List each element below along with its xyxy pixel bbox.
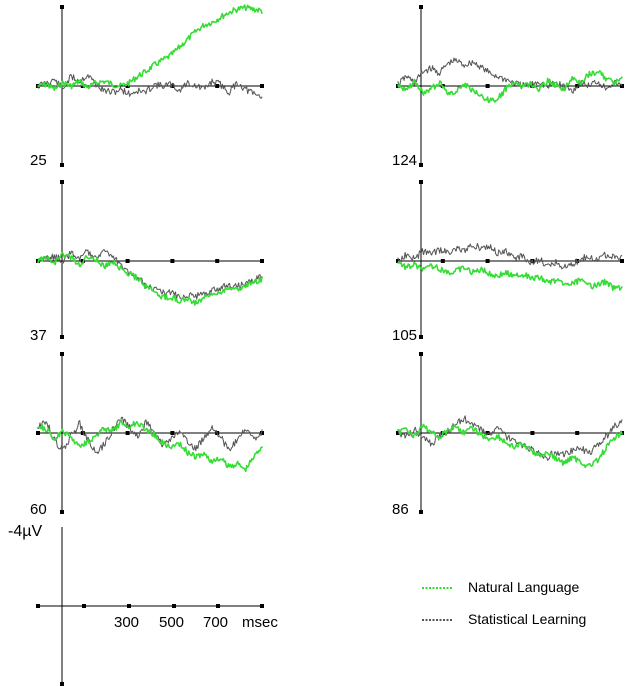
time-tick <box>260 84 264 88</box>
trace-statistical-learning <box>397 242 623 270</box>
time-tick <box>215 84 220 88</box>
time-tick <box>396 431 400 435</box>
time-tick <box>125 259 130 263</box>
time-tick <box>170 431 175 435</box>
axis-end-tick <box>419 163 423 167</box>
electrode-label: 105 <box>392 327 417 344</box>
trace-natural-language <box>37 251 263 306</box>
electrode-label: 37 <box>30 327 47 344</box>
trace-natural-language <box>37 420 263 473</box>
voltage-scale-label: -4µV <box>8 523 42 540</box>
time-tick <box>575 431 580 435</box>
time-tick <box>440 259 445 263</box>
time-tick <box>485 259 490 263</box>
time-tick <box>125 84 130 88</box>
scale-bar-tick <box>60 682 64 686</box>
trace-statistical-learning <box>397 415 623 461</box>
axis-end-tick <box>60 510 64 514</box>
electrode-label: 86 <box>392 501 409 518</box>
erp-panel: 25 <box>30 4 264 169</box>
legend: Natural Language Statistical Learning <box>422 579 586 627</box>
legend-label-natural-language: Natural Language <box>468 579 580 595</box>
time-tick <box>170 259 175 263</box>
scale-bar-tick <box>127 604 131 608</box>
x-tick-label-700: 700 <box>203 614 228 631</box>
time-tick <box>485 84 490 88</box>
time-tick <box>620 259 624 263</box>
time-tick <box>485 431 490 435</box>
axis-end-tick <box>60 5 64 9</box>
trace-statistical-learning <box>397 57 623 94</box>
axis-end-tick <box>60 163 64 167</box>
x-unit-label: msec <box>242 614 278 631</box>
trace-natural-language <box>397 423 623 469</box>
trace-natural-language <box>37 4 263 91</box>
time-tick <box>260 259 264 263</box>
scale-bar: -4µV 300 500 700 msec <box>8 523 278 686</box>
time-tick <box>620 84 624 88</box>
time-tick <box>530 431 535 435</box>
time-tick <box>80 84 85 88</box>
time-tick <box>575 84 580 88</box>
axis-end-tick <box>419 510 423 514</box>
axis-end-tick <box>419 352 423 356</box>
axis-end-tick <box>419 180 423 184</box>
erp-panel: 124 <box>392 5 624 169</box>
scale-bar-tick <box>260 604 264 608</box>
scale-bar-tick <box>172 604 176 608</box>
axis-end-tick <box>60 335 64 339</box>
erp-panels: 25 124 37 105 60 86 <box>30 4 624 518</box>
trace-statistical-learning <box>37 249 263 300</box>
electrode-label: 25 <box>30 152 47 169</box>
axis-end-tick <box>419 5 423 9</box>
trace-natural-language <box>397 70 623 104</box>
time-tick <box>575 259 580 263</box>
trace-statistical-learning <box>37 73 263 99</box>
time-tick <box>36 431 40 435</box>
electrode-label: 60 <box>30 501 47 518</box>
time-tick <box>396 259 400 263</box>
axis-end-tick <box>60 352 64 356</box>
trace-statistical-learning <box>37 416 263 455</box>
axis-end-tick <box>60 180 64 184</box>
scale-bar-tick <box>36 604 40 608</box>
legend-label-statistical-learning: Statistical Learning <box>468 611 586 627</box>
trace-natural-language <box>397 260 623 292</box>
x-tick-label-300: 300 <box>114 614 139 631</box>
time-tick <box>125 431 130 435</box>
erp-panel: 60 <box>30 352 264 518</box>
axis-end-tick <box>419 335 423 339</box>
time-tick <box>170 84 175 88</box>
electrode-label: 124 <box>392 152 417 169</box>
x-tick-label-500: 500 <box>159 614 184 631</box>
time-tick <box>215 259 220 263</box>
erp-panel: 37 <box>30 180 264 344</box>
erp-panel: 86 <box>392 352 624 518</box>
scale-bar-tick <box>82 604 86 608</box>
erp-panel: 105 <box>392 180 624 344</box>
scale-bar-tick <box>216 604 220 608</box>
